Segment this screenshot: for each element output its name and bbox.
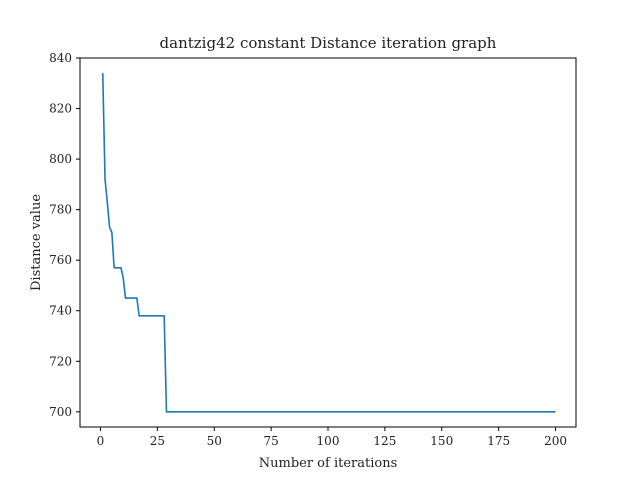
x-tick-label: 175	[487, 434, 510, 448]
x-tick-label: 200	[544, 434, 567, 448]
y-tick-label: 820	[49, 102, 72, 116]
x-tick-label: 125	[373, 434, 396, 448]
x-tick-label: 50	[207, 434, 222, 448]
x-tick-label: 75	[263, 434, 278, 448]
series-layer	[101, 73, 556, 413]
chart-title: dantzig42 constant Distance iteration gr…	[160, 34, 497, 52]
y-tick-label: 740	[49, 304, 72, 318]
x-tick-label: 0	[97, 434, 105, 448]
x-tick-label: 100	[317, 434, 340, 448]
y-tick-label: 720	[49, 354, 72, 368]
y-axis-ticks: 700 720 740 760 780 800 820 840	[49, 51, 80, 419]
x-axis-ticks: 0 25 50 75 100 125 150 175 200	[97, 427, 567, 448]
y-tick-label: 800	[49, 152, 72, 166]
x-tick-label: 25	[150, 434, 165, 448]
y-tick-label: 780	[49, 203, 72, 217]
y-tick-label: 840	[49, 51, 72, 65]
x-axis-label: Number of iterations	[259, 456, 398, 471]
series-line-1	[101, 73, 556, 413]
plot-frame	[79, 57, 577, 428]
y-axis-label: Distance value	[29, 194, 44, 291]
y-tick-label: 760	[49, 253, 72, 267]
x-tick-label: 150	[430, 434, 453, 448]
y-tick-label: 700	[49, 405, 72, 419]
